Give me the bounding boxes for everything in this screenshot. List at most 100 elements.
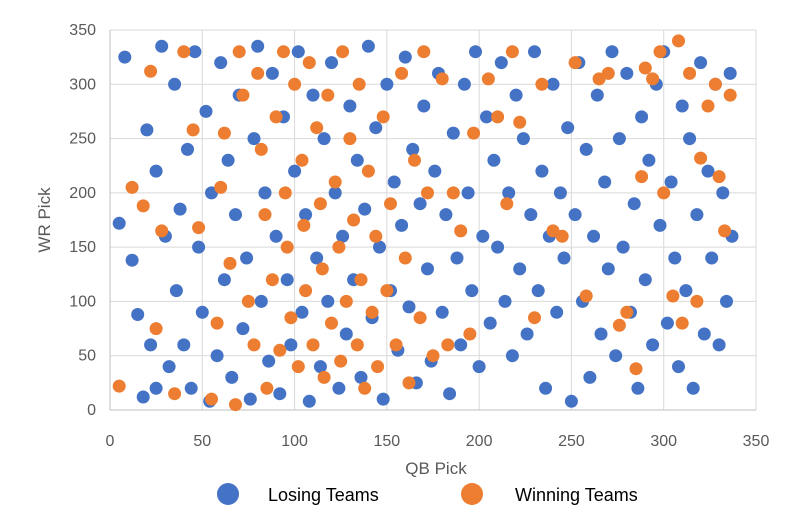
winning-team-point	[666, 289, 680, 303]
winning-team-point	[638, 61, 652, 75]
winning-team-point	[168, 387, 182, 401]
winning-team-point	[718, 224, 732, 238]
losing-team-point	[361, 39, 375, 53]
losing-team-point	[343, 99, 357, 113]
losing-team-point	[465, 284, 479, 298]
winning-team-point	[310, 121, 324, 135]
losing-team-point	[350, 153, 364, 167]
losing-team-point	[520, 327, 534, 341]
losing-team-point	[491, 240, 505, 254]
winning-team-point	[365, 305, 379, 319]
winning-team-point	[280, 240, 294, 254]
winning-team-point	[332, 240, 346, 254]
losing-team-point	[587, 229, 601, 243]
winning-team-point	[273, 343, 287, 357]
y-tick-label: 50	[78, 348, 96, 365]
losing-team-point	[450, 251, 464, 265]
losing-team-point	[336, 229, 350, 243]
x-tick-label: 150	[374, 433, 401, 450]
grid-lines	[110, 29, 757, 410]
winning-team-point	[354, 273, 368, 287]
winning-team-point	[646, 72, 660, 86]
winning-team-point	[232, 45, 246, 59]
losing-team-point	[664, 175, 678, 189]
legend-label-winning-teams: Winning Teams	[515, 485, 638, 505]
losing-team-point	[598, 175, 612, 189]
losing-team-point	[612, 132, 626, 146]
losing-team-point	[225, 370, 239, 384]
winning-team-point	[236, 88, 250, 102]
winning-team-point	[505, 45, 519, 59]
winning-team-point	[408, 153, 421, 167]
losing-team-point	[723, 66, 737, 80]
losing-team-point	[660, 316, 674, 330]
losing-team-point	[635, 110, 649, 124]
losing-team-point	[125, 253, 139, 267]
winning-team-point	[302, 56, 316, 70]
losing-team-point	[690, 208, 704, 222]
losing-team-point	[701, 164, 715, 178]
winning-team-point	[321, 88, 335, 102]
winning-team-point	[112, 379, 126, 393]
winning-team-point	[155, 224, 169, 238]
winning-team-point	[295, 153, 309, 167]
y-tick-label: 0	[87, 402, 96, 419]
winning-team-point	[402, 376, 416, 390]
losing-team-point	[398, 50, 412, 64]
winning-team-point	[579, 289, 593, 303]
losing-team-point	[380, 77, 394, 91]
y-tick-label: 200	[69, 185, 96, 202]
winning-team-point	[284, 311, 298, 325]
losing-team-point	[369, 121, 383, 135]
losing-team-point	[435, 305, 449, 319]
losing-team-point	[251, 39, 265, 53]
winning-team-point	[265, 273, 279, 287]
losing-team-point	[646, 338, 660, 352]
winning-team-point	[350, 338, 364, 352]
winning-team-point	[398, 251, 412, 265]
winning-team-point	[347, 213, 361, 227]
winning-team-point	[568, 56, 582, 70]
losing-team-point	[476, 229, 490, 243]
x-tick-label: 250	[558, 433, 585, 450]
winning-team-point	[358, 381, 372, 395]
winning-team-point	[258, 208, 272, 222]
losing-team-point	[192, 240, 206, 254]
losing-team-point	[483, 316, 497, 330]
losing-team-point	[217, 273, 231, 287]
losing-team-point	[564, 394, 578, 408]
y-tick-label: 350	[69, 22, 96, 39]
winning-team-point	[513, 115, 527, 129]
y-tick-label: 150	[69, 239, 96, 256]
losing-team-point	[177, 338, 191, 352]
y-tick-label: 300	[69, 76, 96, 93]
losing-team-point	[417, 99, 431, 113]
winning-team-point	[446, 186, 460, 200]
winning-team-point	[376, 110, 390, 124]
losing-team-point	[387, 175, 401, 189]
losing-team-point	[243, 392, 257, 406]
winning-team-point	[672, 34, 685, 48]
losing-team-point	[686, 381, 700, 395]
losing-team-point	[609, 349, 623, 363]
winning-team-point	[277, 45, 290, 59]
losing-team-point	[406, 142, 420, 156]
losing-team-point	[325, 56, 338, 70]
losing-team-point	[457, 77, 471, 91]
losing-team-point	[173, 202, 187, 216]
losing-team-point	[284, 338, 298, 352]
losing-team-point	[288, 164, 302, 178]
winning-team-point	[254, 142, 268, 156]
losing-team-point	[528, 45, 541, 59]
winning-team-point	[241, 294, 255, 308]
winning-team-point	[369, 229, 383, 243]
losing-team-point	[557, 251, 571, 265]
winning-team-point	[528, 311, 541, 325]
winning-team-point	[421, 186, 434, 200]
losing-team-point	[605, 45, 619, 59]
winning-team-point	[629, 362, 643, 376]
winning-team-point	[217, 126, 231, 140]
losing-team-point	[705, 251, 719, 265]
losing-team-point	[236, 322, 250, 336]
